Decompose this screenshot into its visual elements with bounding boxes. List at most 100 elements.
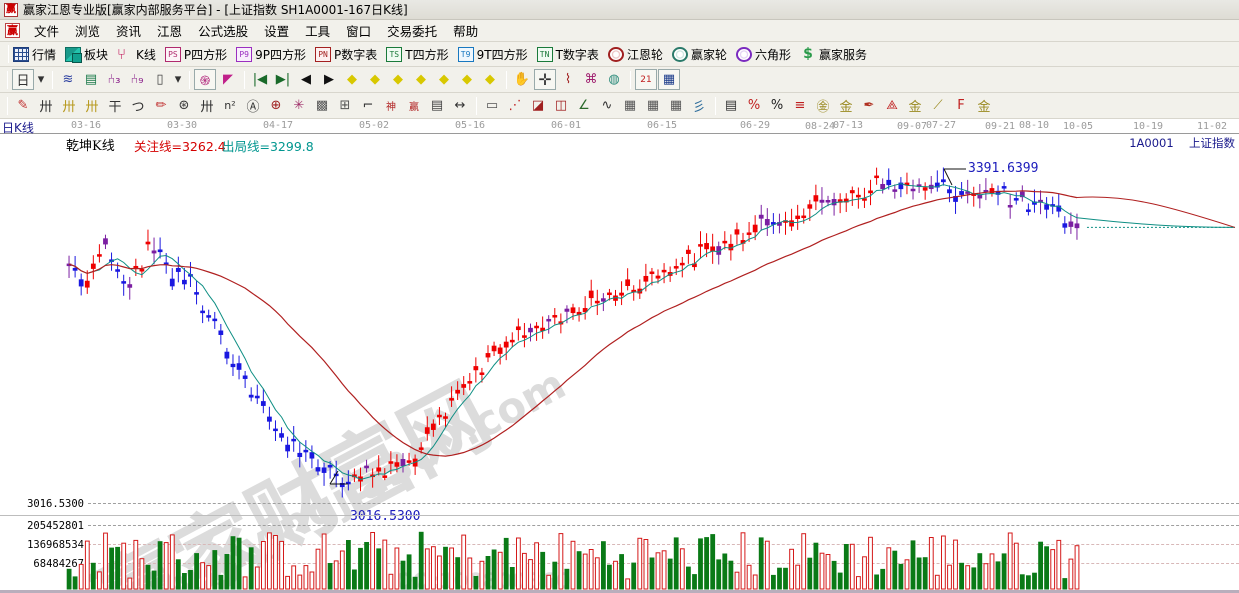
next-button[interactable]: ▶ [324,72,334,87]
gold-level-button[interactable]: 金 [839,100,853,115]
grid-c-button[interactable]: ▦ [669,98,683,113]
toolbar-p-square-button[interactable]: PS P四方形 [164,46,227,63]
menu-help[interactable]: 帮助 [453,24,479,39]
report-button[interactable]: ▤ [84,72,98,87]
toolbar-9t-square-button[interactable]: T9 9T四方形 [457,46,528,63]
first-page-button[interactable]: |◀ [252,72,268,87]
f-slope-button[interactable]: F [957,98,965,113]
gold-slope-button[interactable]: 金 [977,100,991,115]
percent-button[interactable]: % [770,98,784,113]
toolbar-t-square-button[interactable]: TS T四方形 [386,46,449,63]
circle-grid-button[interactable]: ⊛ [178,98,190,113]
indicator-3-button[interactable]: ⑃₃ [107,72,121,87]
menu-news[interactable]: 资讯 [116,24,142,39]
n-square-button[interactable]: n² [224,99,236,112]
pan-right-button[interactable]: ◆ [393,72,403,87]
calculator-button[interactable]: ▦ [658,69,680,90]
grid-lines-button[interactable]: 卅 [200,100,214,115]
ying-grid-button[interactable]: 赢 [409,102,419,113]
gold-ratio-button[interactable]: 金 [908,100,922,115]
zoom-in-button[interactable]: ◆ [416,72,426,87]
color-fan-button[interactable]: ◤ [223,72,233,87]
angle-lines-button[interactable]: Ⓐ [246,100,260,115]
web-grid-button[interactable]: ⊞ [339,98,351,113]
shape-tool-button[interactable]: ⌘ [584,72,598,87]
toolbar-9p-square-button[interactable]: P9 9P四方形 [236,46,306,63]
crosshair-tool-button[interactable]: ✛ [534,69,556,90]
menu-trade-order[interactable]: 交易委托 [387,24,438,39]
menu-browse[interactable]: 浏览 [75,24,101,39]
indicator-9-button[interactable]: ⑃₉ [130,72,144,87]
chart-area[interactable]: 03-16 03-30 04-17 05-02 05-16 06-01 06-1… [0,119,1239,593]
grid-a-button[interactable]: ▦ [623,98,637,113]
period-day-button[interactable]: 日 [12,69,34,90]
menu-formula-screen[interactable]: 公式选股 [198,24,249,39]
gann-gold-grid2-button[interactable]: 卅 [85,100,99,115]
box-fan-button[interactable]: ◫ [554,98,568,113]
toolbar-hexagon-button[interactable]: 六角形 [735,46,791,63]
fibonacci-f-button[interactable]: 干 [108,100,122,115]
menu-tools[interactable]: 工具 [305,24,331,39]
toolbar-sector-button[interactable]: 板块 [65,46,108,63]
toolbar-t-number-table-button[interactable]: TN T数字表 [536,46,599,63]
toolbar-p-number-table-button[interactable]: PN P数字表 [315,46,377,63]
gann-gold-grid-button[interactable]: 卅 [62,100,76,115]
square-grid-button[interactable]: ▩ [315,98,329,113]
hand-tool-button[interactable]: ✋ [513,72,531,87]
rect-tool-button[interactable]: ▭ [485,98,499,113]
calendar-button[interactable]: 21 [635,69,657,90]
brain-tool-button[interactable]: ◍ [608,72,620,87]
toolbar-9t-square-label: 9T四方形 [476,47,528,62]
toolbar-quote-button[interactable]: 行情 [13,46,56,63]
gold-circle-button[interactable]: ㊎ [816,100,830,115]
spiral-button[interactable]: つ [131,100,145,115]
level-lines-button[interactable]: ≡ [794,98,806,113]
zoom-out-button[interactable]: ◆ [439,72,449,87]
prev-button[interactable]: ◀ [301,72,311,87]
pan-left2-button[interactable]: ◆ [370,72,380,87]
pencil-tool-button[interactable]: ✎ [17,98,29,113]
candlestick-plot[interactable] [0,139,1239,524]
bracket-button[interactable]: ⌐ [362,98,374,113]
toolbar-winner-wheel-button[interactable]: 赢家轮 [671,46,727,63]
volume-panel[interactable]: 3016.5300 205452801 136968534 68484267 [0,498,1239,593]
dense-grid-button[interactable]: ▤ [430,98,444,113]
measure-tool-button[interactable]: ⌇ [564,72,572,87]
two-line-button[interactable]: ∠ [578,98,590,113]
zigzag-button[interactable]: ∿ [601,98,613,113]
fit-button[interactable]: ◆ [485,72,495,87]
starburst-button[interactable]: ✳ [293,98,305,113]
grid-b-button[interactable]: ▦ [646,98,660,113]
toolbar-kline-button[interactable]: K线 [117,45,156,63]
single-bar-button[interactable]: ▯ [156,72,164,87]
ladder-button[interactable]: ▤ [724,98,738,113]
cross-lines-button[interactable]: 彡 [692,100,706,115]
pen-mark-button[interactable]: ✒ [863,98,875,113]
arc-fan-button[interactable]: ◪ [531,98,545,113]
volume-bars[interactable] [0,515,1239,593]
bar-dropdown-caret-icon[interactable]: ▾ [174,72,182,87]
menu-window[interactable]: 窗口 [346,24,372,39]
slope-button[interactable]: ⟋ [933,98,943,113]
triangle-fan-button[interactable]: ⟁ [886,98,898,113]
pan-left-button[interactable]: ◆ [347,72,357,87]
gann-fan-button[interactable]: 卅 [39,100,53,115]
width-measure-button[interactable]: ↔ [454,98,466,113]
hexagon-icon [735,46,752,62]
pattern-button[interactable]: ֍ [194,69,216,90]
menu-file[interactable]: 文件 [34,24,60,39]
toolbar-gann-wheel-button[interactable]: 江恩轮 [607,46,663,63]
shen-grid-button[interactable]: 神 [386,102,396,113]
period-dropdown-caret-icon[interactable]: ▾ [37,72,45,87]
pen-line-button[interactable]: ✏ [155,98,167,113]
percent-fan-button[interactable]: % [747,98,761,113]
expand-button[interactable]: ◆ [462,72,472,87]
last-page-button[interactable]: ▶| [275,72,291,87]
toolbar-winner-service-button[interactable]: $ 赢家服务 [800,46,867,63]
fan-lines-button[interactable]: ⋰ [508,98,522,113]
axis-tick: 04-17 [262,120,294,131]
target-button[interactable]: ⊕ [270,98,282,113]
multi-curve-button[interactable]: ≋ [62,72,74,87]
menu-settings[interactable]: 设置 [264,24,290,39]
menu-gann[interactable]: 江恩 [157,24,183,39]
